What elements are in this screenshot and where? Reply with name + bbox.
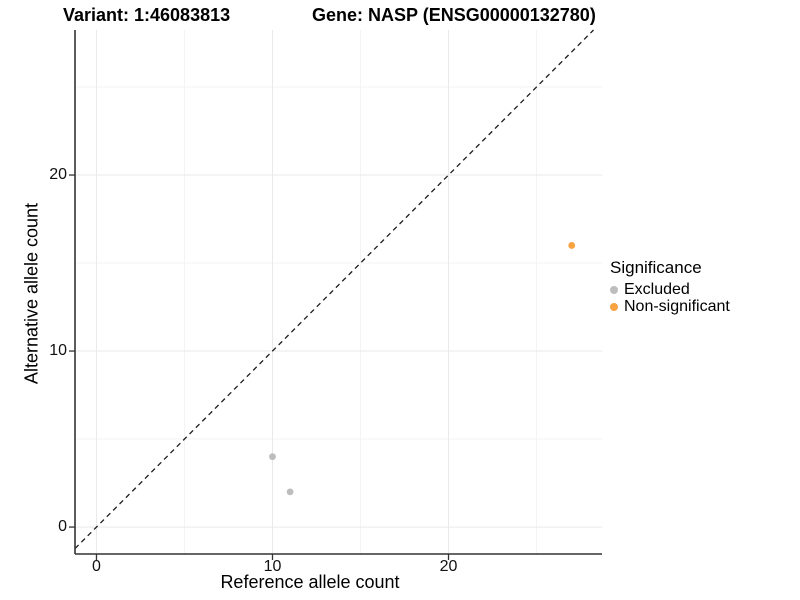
data-point-non-significant [568,242,576,249]
legend-item-label: Excluded [624,280,690,298]
legend-dot-icon [610,285,618,294]
data-point-excluded [286,488,294,496]
y-tick-label: 10 [49,342,67,360]
y-tick-label: 20 [49,166,67,184]
data-point-excluded [269,453,276,461]
legend-item-non-significant: Non-significant [610,298,730,315]
x-tick-label: 20 [439,558,458,575]
y-tick-label: 0 [58,518,67,536]
x-axis-title: Reference allele count [220,572,400,592]
legend-dot-icon [610,302,618,311]
gene-title: Gene: NASP (ENSG00000132780) [312,5,596,25]
legend-item-excluded: Excluded [610,281,730,298]
legend-item-label: Non-significant [624,297,730,315]
x-tick-label: 0 [92,558,101,575]
y-axis-title: Alternative allele count [21,202,42,385]
variant-title: Variant: 1:46083813 [63,5,231,25]
legend: Significance Excluded Non-significant [610,258,730,315]
legend-title: Significance [610,258,702,277]
identity-line-y-equals-x [74,29,595,550]
x-tick-label: 10 [263,558,282,575]
